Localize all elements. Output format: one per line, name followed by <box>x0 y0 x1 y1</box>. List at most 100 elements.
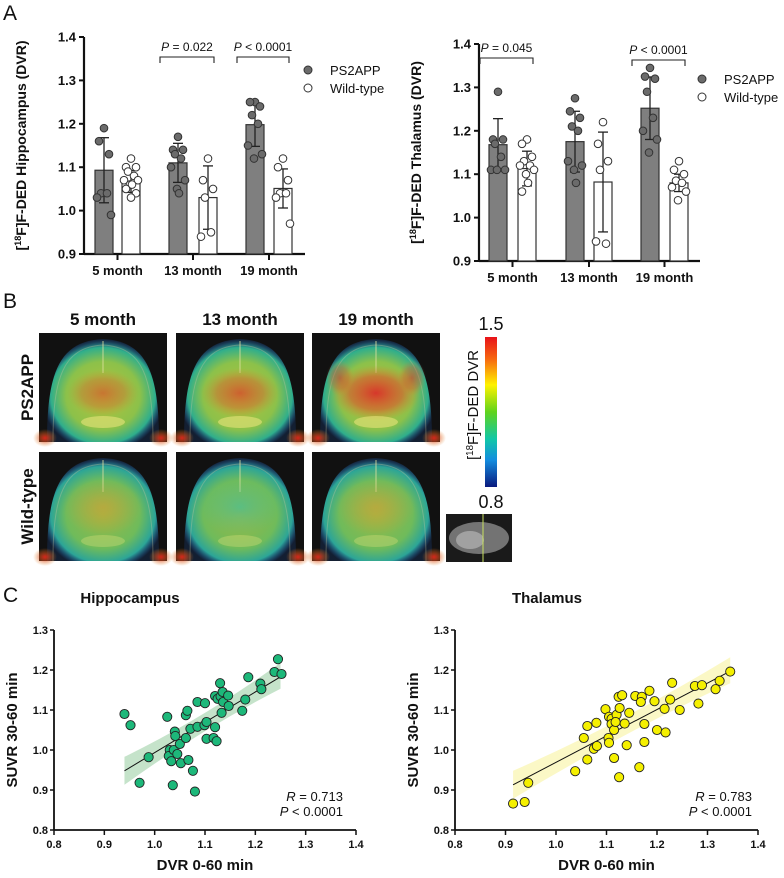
y-tick-label: 1.3 <box>434 625 449 637</box>
y-tick-label: 0.9 <box>434 785 449 797</box>
data-point <box>575 113 585 123</box>
sagittal-structure <box>456 531 484 549</box>
data-point <box>696 680 707 691</box>
data-point <box>133 175 143 185</box>
hotspot <box>326 360 354 396</box>
data-point <box>211 736 222 747</box>
y-tick-label: 1.1 <box>453 167 471 182</box>
p-value-label: P = 0.045 <box>481 41 533 55</box>
colorbar-label-isotope: 18 <box>465 445 476 456</box>
y-tick-label: 1.1 <box>58 160 76 175</box>
column-title: 19 month <box>338 310 414 329</box>
y-tick-label: 1.1 <box>434 705 449 717</box>
column-title: 13 month <box>202 310 278 329</box>
data-point <box>593 139 603 149</box>
data-point <box>119 175 129 185</box>
uptake-region <box>63 479 143 535</box>
legend-label: Wild-type <box>330 81 384 96</box>
data-point <box>519 796 530 808</box>
data-point <box>648 113 658 123</box>
brain-contour <box>52 344 154 443</box>
brain-contour <box>189 463 291 562</box>
legend-marker <box>303 83 313 93</box>
hippocampus-bar-chart: 0.9 1.0 1.1 1.2 1.3 1.4 [18F]F-DED Hippocampus… <box>13 30 384 279</box>
thalamus-scatter-plot: Thalamus 0.8 0.9 1.0 1.1 1.2 1.3 0.8 0.9 1.0 1.1 1.… <box>405 590 767 874</box>
data-point <box>500 165 510 175</box>
x-tick-label: 1.0 <box>548 839 563 851</box>
data-point <box>243 141 253 150</box>
column-title: 5 month <box>70 310 136 329</box>
category-label: 5 month <box>92 263 143 278</box>
edge-signal <box>286 429 310 447</box>
data-point <box>649 696 660 707</box>
y-tick-label: 1.3 <box>58 73 76 88</box>
data-point <box>669 165 679 175</box>
edge-signal <box>170 429 194 447</box>
data-point <box>166 162 176 172</box>
correlation-r-rest: = 0.783 <box>705 789 752 804</box>
x-axis-label: DVR 0-60 min <box>157 857 254 874</box>
brain-pet-image <box>170 452 310 566</box>
data-point <box>170 730 181 742</box>
category-label: 13 month <box>164 263 222 278</box>
edge-signal <box>170 548 194 566</box>
data-point <box>121 184 131 194</box>
data-point <box>673 195 683 205</box>
data-point <box>725 666 736 677</box>
data-point <box>92 193 102 202</box>
significance-bracket <box>479 57 534 64</box>
category-label: 13 month <box>560 270 618 285</box>
y-axis-label: SUVR 30-60 min <box>405 672 422 787</box>
data-point <box>582 720 593 732</box>
edge-signal <box>422 429 446 447</box>
legend-label: PS2APP <box>330 63 381 78</box>
y-axis-label-bracket: [ <box>408 239 424 244</box>
data-point <box>134 777 145 788</box>
brain-pet-image <box>170 333 310 447</box>
panel-label-c: C <box>3 584 18 607</box>
y-tick-label: 1.2 <box>453 123 471 138</box>
data-point <box>180 732 191 744</box>
data-point <box>652 135 662 144</box>
data-point <box>131 162 141 172</box>
data-point <box>281 188 291 198</box>
data-point <box>283 175 293 185</box>
legend-marker <box>697 92 707 102</box>
pet-image-panel: 5 month 13 month 19 month PS2APP Wild-type 1.… <box>18 310 512 566</box>
data-point <box>644 685 655 696</box>
data-point <box>624 707 635 718</box>
data-point <box>182 705 193 716</box>
data-point <box>619 718 630 729</box>
data-point <box>170 149 180 159</box>
y-tick-label: 1.3 <box>33 625 48 637</box>
data-point <box>187 765 198 776</box>
data-point <box>126 154 136 163</box>
brain-pet-image <box>306 333 446 447</box>
data-point <box>567 122 577 131</box>
colorbar-label-rest: F]F-DED DVR <box>465 350 482 445</box>
y-tick-label: 0.9 <box>453 254 471 269</box>
y-axis-label: SUVR 30-60 min <box>4 672 21 787</box>
uptake-region <box>200 479 280 535</box>
correlation-r: R = 0.783 <box>695 789 752 804</box>
brain-contour <box>325 344 427 443</box>
data-point <box>240 694 251 705</box>
data-point <box>498 135 508 144</box>
colorbar-label: [18F]F-DED DVR <box>465 350 483 460</box>
data-point <box>582 754 593 765</box>
data-point <box>645 63 655 73</box>
p-value-label-rest: < 0.0001 <box>637 43 688 57</box>
data-point <box>508 798 519 809</box>
y-tick-label: 1.2 <box>33 665 48 677</box>
data-point <box>681 187 691 196</box>
x-tick-label: 1.1 <box>197 839 212 851</box>
data-point <box>674 156 684 166</box>
data-point <box>271 193 281 202</box>
correlation-p-letter: P <box>689 804 698 819</box>
data-point <box>710 684 721 695</box>
data-point <box>223 690 234 701</box>
data-point <box>634 762 645 773</box>
p-value-label-letter: P <box>161 40 169 54</box>
x-tick-label: 1.1 <box>599 839 614 851</box>
